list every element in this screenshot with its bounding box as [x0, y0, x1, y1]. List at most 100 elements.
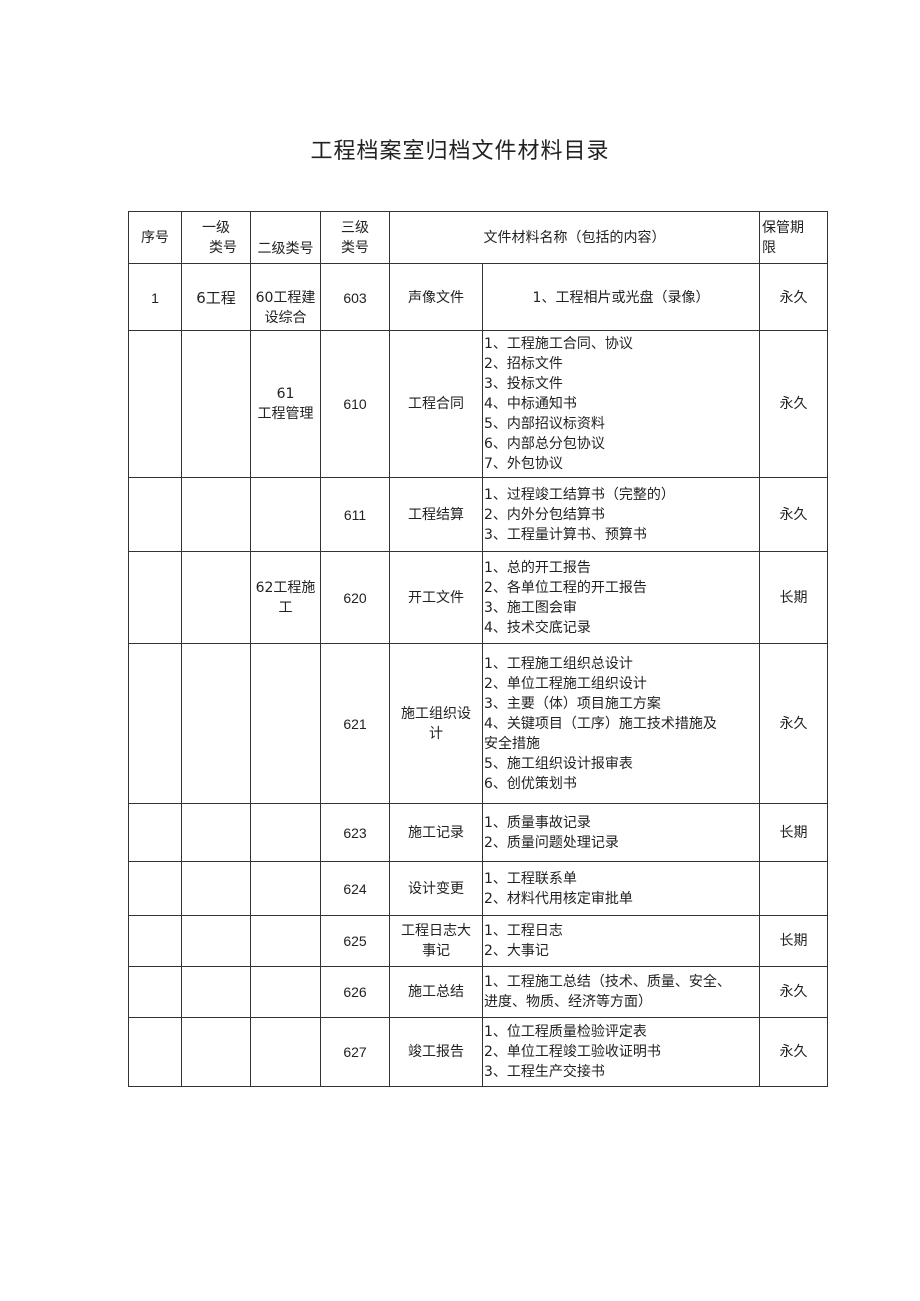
item-line: 2、质量问题处理记录	[484, 834, 619, 851]
header-level3: 三级 类号	[320, 211, 390, 264]
cell-items: 1、位工程质量检验评定表 2、单位工程竣工验收证明书 3、工程生产交接书	[482, 1017, 760, 1087]
name-line: 工程结算	[408, 506, 464, 523]
header-level3-line: 三级	[341, 219, 369, 236]
cell-retention: 永久	[759, 263, 828, 331]
item-line: 1、工程施工组织总设计	[484, 655, 633, 672]
cell-level2	[250, 861, 321, 916]
item-line: 2、单位工程施工组织设计	[484, 675, 647, 692]
cell-level1	[181, 1017, 251, 1087]
table-row: 624 设计变更 1、工程联系单 2、材料代用核定审批单	[128, 861, 828, 916]
header-level2: 二级类号	[250, 211, 321, 264]
cell-name: 工程合同	[389, 330, 483, 478]
item-line: 2、单位工程竣工验收证明书	[484, 1044, 661, 1060]
level2-line: 设综合	[264, 310, 307, 326]
cell-items: 1、总的开工报告 2、各单位工程的开工报告 3、施工图会审 4、技术交底记录	[482, 551, 760, 644]
cell-seq	[128, 551, 182, 644]
item-line: 1、工程相片或光盘（录像）	[532, 290, 710, 306]
header-level1-line: 一级	[202, 219, 230, 236]
item-line: 1、位工程质量检验评定表	[484, 1024, 647, 1040]
cell-seq	[128, 803, 182, 862]
item-line: 3、工程生产交接书	[484, 1064, 605, 1080]
cell-level2	[250, 915, 321, 967]
cell-level1	[181, 477, 251, 552]
cell-name: 工程结算	[389, 477, 483, 552]
table-row: 62工程施工 620 开工文件 1、总的开工报告 2、各单位工程的开工报告 3、施工图会审…	[128, 551, 828, 644]
cell-retention: 永久	[759, 966, 828, 1018]
item-line: 1、过程竣工结算书（完整的）	[484, 486, 675, 503]
cell-level1	[181, 861, 251, 916]
cell-level2: 61 工程管理	[250, 330, 321, 478]
table-row: 1 6工程 60工程建 设综合 603 声像文件 1、工程相片或光盘（录像） 永久	[128, 263, 828, 331]
item-line: 5、内部招议标资料	[484, 416, 605, 432]
level2-line: 工	[278, 599, 293, 616]
level2-line: 61	[276, 386, 295, 402]
item-line: 3、主要（体）项目施工方案	[484, 695, 661, 712]
name-line: 设计变更	[408, 880, 464, 897]
header-name: 文件材料名称（包括的内容）	[389, 211, 760, 264]
item-line: 2、大事记	[484, 943, 549, 959]
cell-level2: 62工程施工	[250, 551, 321, 644]
cell-items: 1、质量事故记录 2、质量问题处理记录	[482, 803, 760, 862]
cell-code: 603	[320, 263, 390, 331]
cell-seq	[128, 643, 182, 804]
archive-catalog-table: 序号 一级类号 二级类号 三级 类号 文件材料名称（包括的内容） 保管期限 1 6工…	[128, 211, 828, 1087]
header-retention-line: 限	[762, 239, 776, 256]
level2-line: 62工程施	[255, 579, 316, 596]
item-line: 7、外包协议	[484, 456, 563, 472]
cell-code: 626	[320, 966, 390, 1018]
cell-name: 设计变更	[389, 861, 483, 916]
item-line: 1、工程日志	[484, 923, 563, 939]
name-line: 工程日志大	[401, 923, 471, 939]
table-row: 623 施工记录 1、质量事故记录 2、质量问题处理记录 长期	[128, 803, 828, 862]
item-line: 6、内部总分包协议	[484, 436, 605, 452]
header-seq: 序号	[128, 211, 182, 264]
cell-name: 施工组织设计	[389, 643, 483, 804]
cell-items: 1、工程施工组织总设计 2、单位工程施工组织设计 3、主要（体）项目施工方案 4、关键…	[482, 643, 760, 804]
cell-name: 声像文件	[389, 263, 483, 331]
cell-retention: 长期	[759, 803, 828, 862]
cell-level1	[181, 551, 251, 644]
cell-name: 施工记录	[389, 803, 483, 862]
name-line: 工程合同	[408, 396, 464, 412]
cell-retention: 长期	[759, 551, 828, 644]
cell-code: 610	[320, 330, 390, 478]
table-row: 621 施工组织设计 1、工程施工组织总设计 2、单位工程施工组织设计 3、主要（体）项…	[128, 643, 828, 804]
cell-seq	[128, 330, 182, 478]
cell-level1	[181, 915, 251, 967]
cell-name: 竣工报告	[389, 1017, 483, 1087]
name-line: 施工组织设	[401, 705, 471, 722]
name-line: 施工总结	[408, 984, 464, 1000]
name-line: 竣工报告	[408, 1044, 464, 1060]
cell-name: 开工文件	[389, 551, 483, 644]
item-line: 2、招标文件	[484, 356, 563, 372]
cell-level2	[250, 966, 321, 1018]
cell-retention: 永久	[759, 330, 828, 478]
cell-seq	[128, 861, 182, 916]
cell-items: 1、工程联系单 2、材料代用核定审批单	[482, 861, 760, 916]
header-level1-line: 类号	[209, 239, 237, 256]
name-line: 计	[429, 725, 443, 742]
cell-level1	[181, 643, 251, 804]
header-retention-line: 保管期	[762, 219, 804, 236]
cell-level1	[181, 803, 251, 862]
cell-seq	[128, 966, 182, 1018]
cell-level1: 6工程	[181, 263, 251, 331]
cell-seq: 1	[128, 263, 182, 331]
cell-level2	[250, 803, 321, 862]
item-line: 6、创优策划书	[484, 775, 577, 792]
name-line: 施工记录	[408, 824, 464, 841]
cell-code: 625	[320, 915, 390, 967]
cell-level2	[250, 643, 321, 804]
item-line: 4、中标通知书	[484, 396, 577, 412]
item-line: 5、施工组织设计报审表	[484, 755, 633, 772]
item-line: 4、关键项目（工序）施工技术措施及	[484, 715, 717, 732]
item-line: 4、技术交底记录	[484, 619, 591, 636]
cell-name: 施工总结	[389, 966, 483, 1018]
item-line: 1、总的开工报告	[484, 559, 591, 576]
header-retention: 保管期限	[759, 211, 828, 264]
cell-items: 1、过程竣工结算书（完整的） 2、内外分包结算书 3、工程量计算书、预算书	[482, 477, 760, 552]
table-row: 61 工程管理 610 工程合同 1、工程施工合同、协议 2、招标文件 3、投标文件 4、中标…	[128, 330, 828, 478]
cell-retention: 永久	[759, 477, 828, 552]
item-line: 2、材料代用核定审批单	[484, 890, 633, 907]
cell-items: 1、工程日志 2、大事记	[482, 915, 760, 967]
